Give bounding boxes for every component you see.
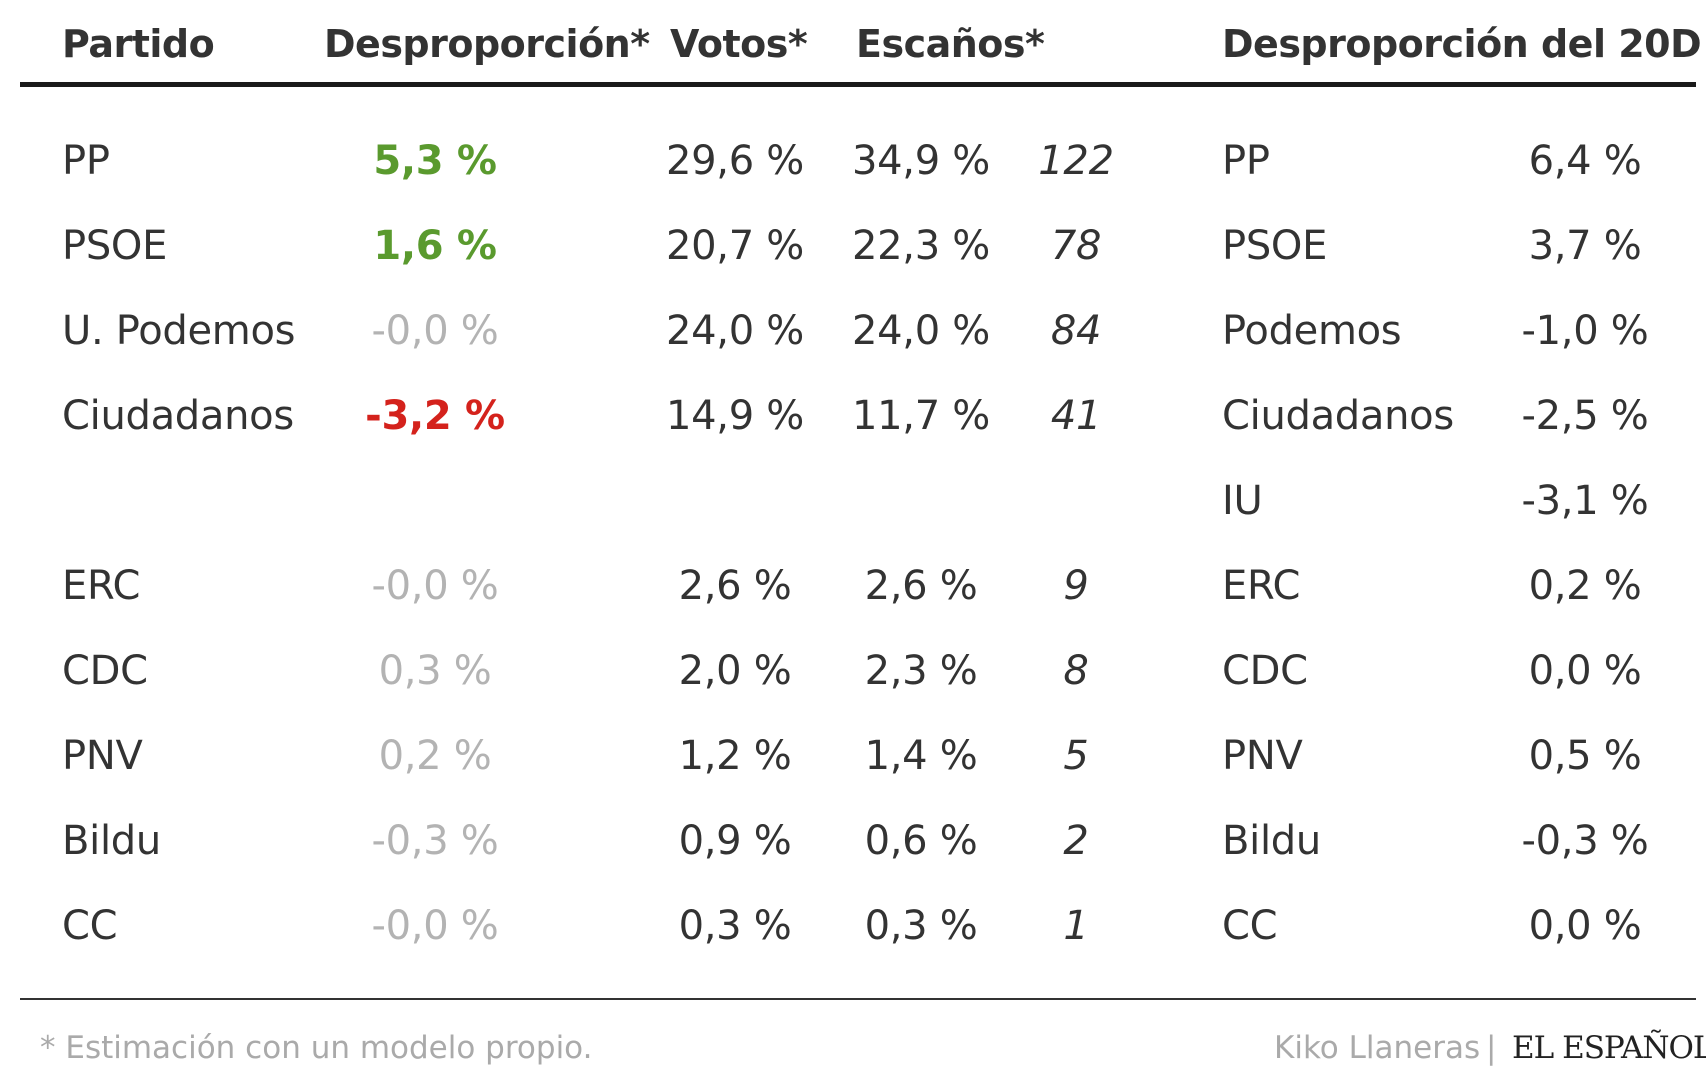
disproportion-value: -0,3 %	[371, 818, 499, 864]
disproportion-20d-value: -1,0 %	[1521, 308, 1649, 354]
disproportion-20d-value: -0,3 %	[1521, 818, 1649, 864]
header-partido: Partido	[62, 22, 215, 66]
seats-share: 34,9 %	[852, 138, 990, 184]
party-name-20d: PSOE	[1222, 223, 1328, 269]
credit-separator: |	[1486, 1030, 1497, 1066]
votes-share: 24,0 %	[666, 308, 804, 354]
seats-count: 84	[1050, 308, 1102, 354]
party-name-20d: IU	[1222, 478, 1263, 524]
seats-share: 24,0 %	[852, 308, 990, 354]
party-name-20d: PNV	[1222, 733, 1303, 779]
party-name-20d: CDC	[1222, 648, 1308, 694]
votes-share: 2,6 %	[678, 563, 792, 609]
party-name-20d: Bildu	[1222, 818, 1321, 864]
party-name: U. Podemos	[62, 308, 296, 354]
seats-count: 2	[1063, 818, 1089, 864]
disproportion-20d-value: 0,5 %	[1528, 733, 1642, 779]
party-name: PSOE	[62, 223, 168, 269]
disproportion-20d-value: 0,0 %	[1528, 903, 1642, 949]
party-name: Ciudadanos	[62, 393, 294, 439]
party-name-20d: Podemos	[1222, 308, 1402, 354]
seats-count: 1	[1063, 903, 1089, 949]
seats-share: 11,7 %	[852, 393, 990, 439]
seats-share: 2,6 %	[864, 563, 978, 609]
seats-count: 78	[1050, 223, 1102, 269]
header-desproporcion-20d: Desproporción del 20D	[1222, 22, 1702, 66]
footnote: * Estimación con un modelo propio.	[40, 1030, 593, 1066]
seats-count: 41	[1050, 393, 1102, 439]
disproportion-value: 1,6 %	[373, 223, 497, 269]
seats-share: 0,3 %	[864, 903, 978, 949]
party-name-20d: ERC	[1222, 563, 1301, 609]
disproportion-20d-value: -2,5 %	[1521, 393, 1649, 439]
disproportion-20d-value: 0,2 %	[1528, 563, 1642, 609]
brand-logo: EL ESPAÑOL	[1512, 1030, 1706, 1066]
party-name: CC	[62, 903, 118, 949]
disproportion-value: -3,2 %	[365, 393, 505, 439]
disproportion-value: -0,0 %	[371, 903, 499, 949]
disproportion-20d-value: 6,4 %	[1528, 138, 1642, 184]
party-name: PP	[62, 138, 110, 184]
disproportion-20d-value: 3,7 %	[1528, 223, 1642, 269]
votes-share: 0,9 %	[678, 818, 792, 864]
votes-share: 14,9 %	[666, 393, 804, 439]
disproportion-value: 5,3 %	[373, 138, 497, 184]
seats-count: 8	[1063, 648, 1089, 694]
votes-share: 20,7 %	[666, 223, 804, 269]
author-credit: Kiko Llaneras	[1274, 1030, 1481, 1066]
party-name: PNV	[62, 733, 143, 779]
disproportion-value: -0,0 %	[371, 308, 499, 354]
disproportion-value: 0,3 %	[378, 648, 492, 694]
seats-count: 122	[1038, 138, 1114, 184]
disproportion-20d-value: -3,1 %	[1521, 478, 1649, 524]
seats-share: 22,3 %	[852, 223, 990, 269]
header-rule	[20, 82, 1696, 87]
votes-share: 29,6 %	[666, 138, 804, 184]
header-escanos: Escaños*	[856, 22, 1045, 66]
seats-count: 5	[1063, 733, 1089, 779]
party-name-20d: CC	[1222, 903, 1278, 949]
party-name-20d: Ciudadanos	[1222, 393, 1454, 439]
party-name-20d: PP	[1222, 138, 1270, 184]
party-name: ERC	[62, 563, 141, 609]
disproportion-value: -0,0 %	[371, 563, 499, 609]
disproportion-value: 0,2 %	[378, 733, 492, 779]
party-name: Bildu	[62, 818, 161, 864]
votes-share: 2,0 %	[678, 648, 792, 694]
seats-share: 2,3 %	[864, 648, 978, 694]
votes-share: 0,3 %	[678, 903, 792, 949]
footer-rule	[20, 998, 1696, 1000]
seats-share: 1,4 %	[864, 733, 978, 779]
header-desproporcion: Desproporción*	[324, 22, 650, 66]
party-name: CDC	[62, 648, 148, 694]
votes-share: 1,2 %	[678, 733, 792, 779]
header-votos: Votos*	[670, 22, 808, 66]
seats-share: 0,6 %	[864, 818, 978, 864]
disproportion-20d-value: 0,0 %	[1528, 648, 1642, 694]
seats-count: 9	[1063, 563, 1089, 609]
